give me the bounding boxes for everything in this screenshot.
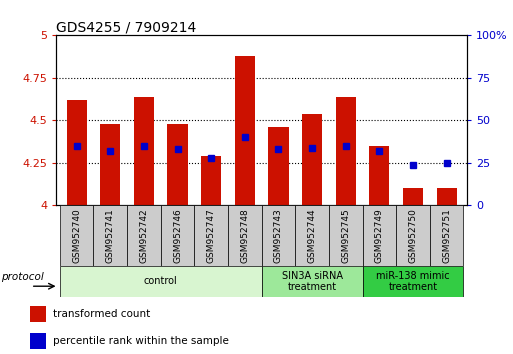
Text: GSM952745: GSM952745 [341,208,350,263]
FancyBboxPatch shape [262,266,363,297]
FancyBboxPatch shape [60,205,93,266]
Text: GSM952742: GSM952742 [140,208,148,263]
FancyBboxPatch shape [396,205,430,266]
FancyBboxPatch shape [262,205,295,266]
Text: SIN3A siRNA
treatment: SIN3A siRNA treatment [282,270,343,292]
Text: GSM952748: GSM952748 [240,208,249,263]
FancyBboxPatch shape [127,205,161,266]
Bar [235,56,255,205]
Text: GSM952749: GSM952749 [375,208,384,263]
Bar [201,156,221,205]
Text: transformed count: transformed count [53,309,151,319]
Bar [437,188,457,205]
FancyBboxPatch shape [194,205,228,266]
Bar [302,114,322,205]
Bar [336,97,356,205]
Bar [134,97,154,205]
Bar [30,333,46,349]
FancyBboxPatch shape [329,205,363,266]
Text: protocol: protocol [1,272,44,282]
Bar [100,124,121,205]
Bar [268,127,288,205]
FancyBboxPatch shape [93,205,127,266]
FancyBboxPatch shape [161,205,194,266]
Bar [369,146,389,205]
Bar [167,124,188,205]
Bar [30,306,46,322]
Text: GSM952750: GSM952750 [408,208,418,263]
Text: miR-138 mimic
treatment: miR-138 mimic treatment [376,270,450,292]
Text: GSM952747: GSM952747 [207,208,215,263]
Text: GSM952744: GSM952744 [308,208,317,263]
FancyBboxPatch shape [60,266,262,297]
Text: percentile rank within the sample: percentile rank within the sample [53,336,229,346]
Text: GSM952746: GSM952746 [173,208,182,263]
Text: GSM952740: GSM952740 [72,208,81,263]
FancyBboxPatch shape [228,205,262,266]
Text: GSM952743: GSM952743 [274,208,283,263]
Text: GDS4255 / 7909214: GDS4255 / 7909214 [56,20,196,34]
Text: control: control [144,276,177,286]
Bar [67,100,87,205]
Text: GSM952741: GSM952741 [106,208,115,263]
Bar [403,188,423,205]
FancyBboxPatch shape [430,205,463,266]
FancyBboxPatch shape [363,205,396,266]
FancyBboxPatch shape [363,266,463,297]
FancyBboxPatch shape [295,205,329,266]
Text: GSM952751: GSM952751 [442,208,451,263]
